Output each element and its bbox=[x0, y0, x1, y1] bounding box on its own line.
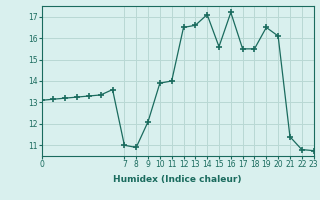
X-axis label: Humidex (Indice chaleur): Humidex (Indice chaleur) bbox=[113, 175, 242, 184]
